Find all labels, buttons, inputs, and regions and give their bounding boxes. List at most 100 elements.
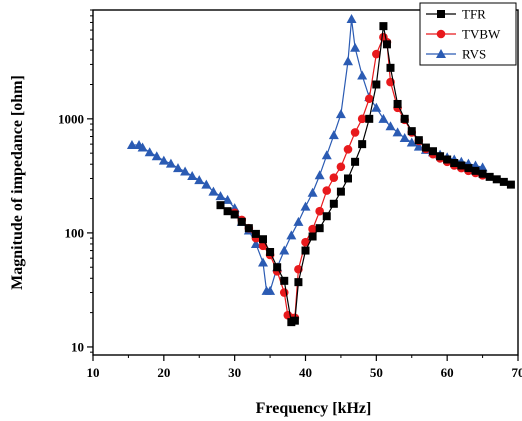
data-point-tfr	[506, 180, 515, 189]
y-tick-label: 100	[65, 225, 85, 240]
data-point-tfr	[290, 316, 299, 325]
data-point-tvbw	[301, 237, 310, 247]
legend-marker	[436, 29, 446, 39]
data-point-tfr	[436, 152, 445, 161]
data-point-rvs	[314, 170, 325, 180]
data-point-tfr	[443, 155, 452, 164]
data-point-rvs	[392, 127, 403, 137]
legend-label: TFR	[462, 7, 486, 22]
data-point-tfr	[379, 22, 388, 31]
series-layer	[126, 14, 515, 327]
data-point-tfr	[400, 114, 409, 123]
data-point-rvs	[357, 70, 368, 80]
data-point-rvs	[343, 56, 353, 66]
data-point-tfr	[365, 114, 374, 123]
data-point-tfr	[471, 166, 480, 175]
data-point-tfr	[344, 174, 352, 183]
series-tfr	[216, 22, 515, 327]
data-point-rvs	[180, 166, 191, 176]
data-point-rvs	[151, 151, 162, 161]
data-point-tfr	[457, 161, 466, 170]
legend-label: TVBW	[462, 27, 501, 42]
legend-marker	[436, 49, 446, 58]
data-point-rvs	[328, 130, 339, 140]
data-point-tfr	[414, 136, 423, 145]
data-point-rvs	[158, 155, 169, 165]
data-point-rvs	[335, 109, 346, 119]
x-axis: 10 20 30 40 50 60 70	[87, 355, 522, 380]
data-point-tfr	[351, 157, 360, 166]
data-point-tfr	[322, 212, 331, 221]
data-point-tfr	[294, 278, 303, 287]
data-point-tfr	[464, 164, 473, 173]
y-axis: 10 100 1000	[58, 9, 93, 354]
data-point-tvbw	[357, 114, 367, 124]
data-point-tvbw	[364, 94, 374, 104]
data-point-tfr	[478, 169, 487, 178]
data-point-rvs	[413, 141, 424, 151]
data-point-rvs	[165, 158, 176, 168]
data-point-tvbw	[322, 186, 332, 195]
data-point-tfr	[280, 276, 289, 285]
data-point-tvbw	[350, 128, 360, 137]
data-point-tfr	[499, 177, 508, 186]
y-tick-label: 10	[71, 339, 84, 354]
data-point-tfr	[301, 246, 310, 255]
data-point-tvbw	[308, 224, 317, 234]
data-point-tfr	[407, 127, 416, 136]
data-point-tfr	[315, 224, 324, 233]
data-point-rvs	[399, 132, 410, 142]
x-tick-label: 10	[87, 365, 100, 380]
x-tick-label: 20	[157, 365, 170, 380]
data-point-tfr	[382, 40, 391, 49]
data-point-rvs	[265, 285, 276, 295]
data-point-rvs	[300, 201, 311, 211]
data-point-tfr	[386, 63, 395, 72]
data-point-rvs	[187, 171, 198, 181]
data-point-rvs	[279, 245, 290, 255]
y-tick-label: 1000	[58, 111, 84, 126]
data-point-rvs	[258, 257, 268, 267]
data-point-tfr	[421, 143, 430, 152]
legend-box	[419, 2, 517, 66]
data-point-rvs	[126, 139, 137, 149]
data-point-rvs	[307, 187, 318, 197]
data-point-rvs	[385, 121, 396, 131]
data-point-rvs	[378, 113, 389, 123]
data-point-tfr	[372, 80, 381, 89]
data-point-tfr	[259, 235, 267, 244]
data-point-rvs	[406, 137, 417, 147]
data-point-rvs	[293, 216, 304, 226]
legend-item-tfr: TFR	[426, 7, 486, 22]
data-point-rvs	[346, 14, 357, 24]
legend-item-tvbw: TVBW	[426, 27, 501, 42]
data-point-rvs	[286, 230, 297, 240]
data-point-tfr	[216, 201, 225, 210]
x-tick-label: 40	[299, 365, 312, 380]
data-point-tfr	[336, 187, 345, 196]
data-point-rvs	[250, 238, 261, 248]
data-point-rvs	[371, 102, 382, 112]
data-point-rvs	[350, 42, 361, 52]
data-point-rvs	[137, 142, 148, 152]
data-point-tfr	[244, 224, 253, 233]
data-point-rvs	[194, 175, 205, 185]
data-point-tfr	[308, 232, 317, 241]
x-tick-label: 50	[370, 365, 383, 380]
data-point-tvbw	[329, 173, 339, 182]
legend-label: RVS	[462, 47, 486, 62]
data-point-tfr	[251, 229, 260, 238]
legend-item-rvs: RVS	[426, 47, 486, 62]
data-point-rvs	[477, 162, 488, 172]
x-tick-label: 70	[512, 365, 522, 380]
x-axis-label: Frequency [kHz]	[256, 400, 372, 417]
data-point-tvbw	[372, 49, 381, 59]
legend-marker	[437, 10, 445, 18]
legend: TFR TVBW RVS	[419, 2, 517, 66]
data-point-tfr	[358, 140, 367, 149]
data-point-tfr	[273, 263, 282, 272]
data-point-tvbw	[336, 162, 346, 172]
data-point-tfr	[230, 210, 239, 219]
data-point-rvs	[173, 163, 183, 173]
